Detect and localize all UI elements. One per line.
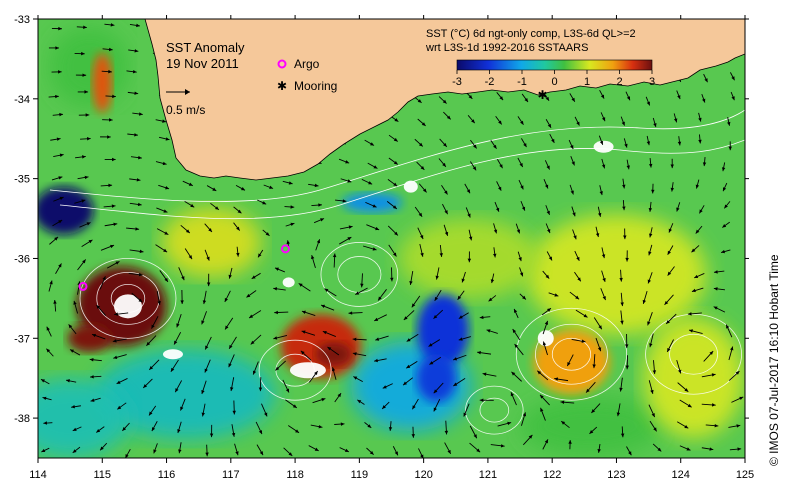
vector-scale-label: 0.5 m/s (166, 103, 205, 117)
plot-area: ✱ (10, 19, 745, 459)
anomaly-patch (49, 27, 129, 107)
y-tick-label: -36 (14, 253, 30, 265)
mooring-legend-label: Mooring (294, 79, 337, 93)
colorbar-tick-label: -2 (485, 76, 495, 88)
x-tick-label: 122 (543, 469, 561, 481)
anomaly-patch (416, 354, 456, 402)
x-tick-label: 125 (736, 469, 754, 481)
anomaly-feature-cool-water (34, 187, 94, 235)
cloud-gap (538, 330, 554, 346)
mooring-marker: ✱ (538, 88, 548, 102)
anomaly-patch (67, 324, 111, 352)
anomaly-patch (526, 214, 706, 334)
y-tick-label: -34 (14, 94, 30, 106)
x-tick-label: 124 (672, 469, 690, 481)
y-tick-label: -38 (14, 413, 30, 425)
cloud-gap (283, 277, 295, 287)
x-tick-label: 114 (29, 469, 47, 481)
colorbar-gradient (457, 60, 652, 70)
credit-text: © IMOS 07-Jul-2017 16:10 Hobart Time (767, 254, 781, 466)
anomaly-patch (342, 193, 402, 213)
y-tick-label: -35 (14, 174, 30, 186)
colorbar-tick-label: 3 (649, 76, 655, 88)
colorbar-title-line1: SST (°C) 6d ngt-only comp, L3S-6d QL>=2 (426, 28, 636, 40)
map-title: SST Anomaly (166, 40, 245, 55)
cloud-gap (163, 349, 183, 359)
colorbar-tick-label: 0 (551, 76, 557, 88)
x-tick-label: 120 (414, 469, 432, 481)
y-tick-label: -33 (14, 14, 30, 26)
x-tick-label: 115 (93, 469, 111, 481)
x-tick-label: 118 (286, 469, 304, 481)
x-tick-label: 117 (222, 469, 240, 481)
colorbar-tick-label: 2 (616, 76, 622, 88)
anomaly-patch (644, 318, 744, 438)
x-tick-label: 119 (351, 469, 369, 481)
cloud-gap (594, 141, 614, 153)
x-tick-label: 116 (158, 469, 176, 481)
x-tick-label: 123 (607, 469, 625, 481)
mooring-legend-icon: ✱ (277, 79, 287, 93)
colorbar-title-line2: wrt L3S-1d 1992-2016 SSTAARS (425, 42, 588, 54)
colorbar-tick-label: -3 (452, 76, 462, 88)
colorbar-tick-label: -1 (517, 76, 527, 88)
anomaly-patch (92, 53, 112, 113)
cloud-gap (290, 362, 326, 378)
anomaly-patch (316, 342, 352, 366)
x-tick-label: 121 (479, 469, 497, 481)
y-tick-label: -37 (14, 333, 30, 345)
colorbar-tick-label: 1 (584, 76, 590, 88)
anomaly-patch (521, 396, 661, 456)
argo-legend-label: Argo (294, 57, 320, 71)
map-date: 19 Nov 2011 (166, 56, 239, 71)
